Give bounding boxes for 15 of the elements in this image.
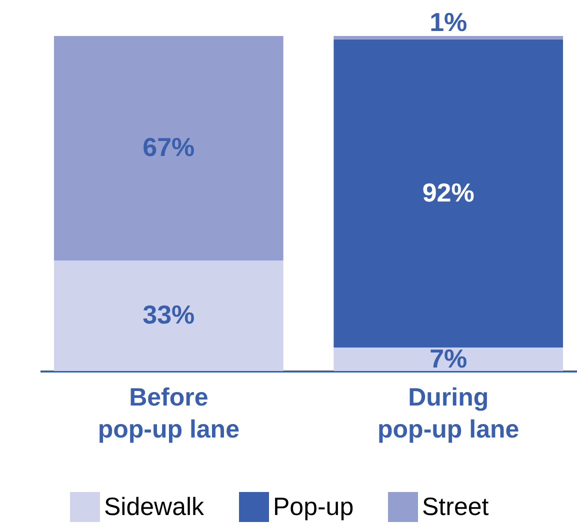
bar	[54, 36, 284, 260]
bar	[334, 348, 564, 371]
x-tick-label: Before pop-up lane	[98, 384, 240, 444]
legend-label: Street	[422, 493, 489, 521]
x-tick-label: During pop-up lane	[378, 384, 520, 444]
bar	[54, 260, 284, 371]
bar	[334, 39, 564, 348]
data-label: 7%	[430, 343, 468, 374]
bar	[334, 36, 564, 40]
data-label: 67%	[142, 132, 195, 162]
legend-label: Pop-up	[273, 493, 354, 521]
legend-label: Sidewalk	[104, 493, 205, 521]
data-label: 1%	[430, 7, 468, 37]
data-label: 92%	[422, 177, 474, 208]
data-label: 33%	[142, 300, 195, 330]
